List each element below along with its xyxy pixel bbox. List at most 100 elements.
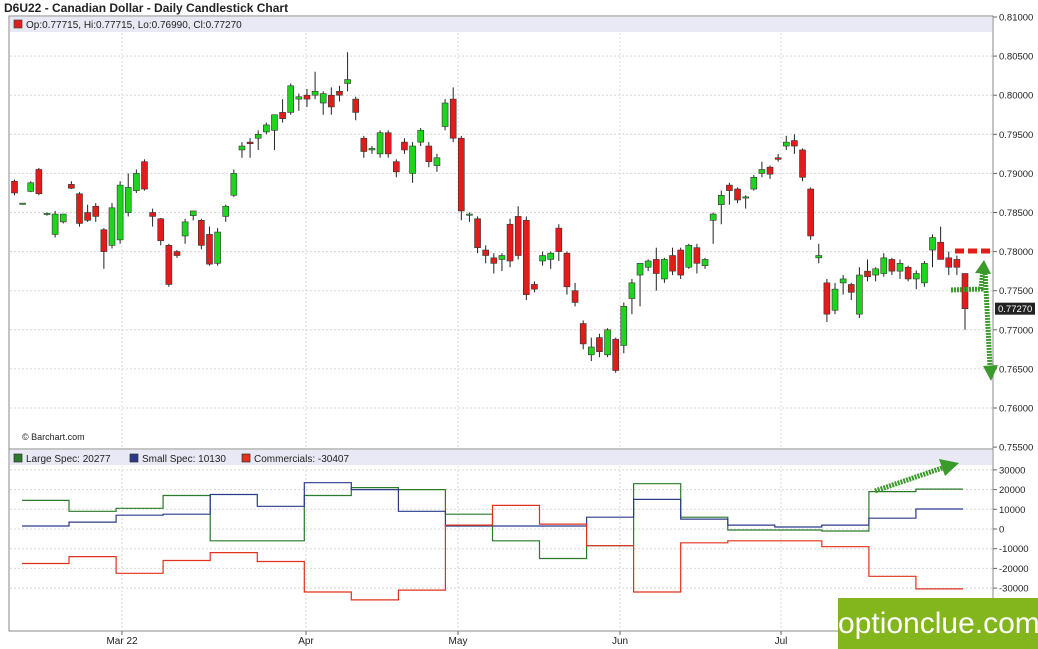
candle bbox=[344, 52, 351, 92]
candle bbox=[579, 320, 587, 350]
candle bbox=[449, 87, 457, 143]
candle bbox=[872, 267, 879, 282]
candle-body-up bbox=[59, 213, 67, 223]
candle-body-down bbox=[612, 338, 619, 371]
candle-body-up bbox=[661, 259, 668, 280]
candle bbox=[523, 216, 530, 301]
candle-body-down bbox=[165, 245, 173, 285]
candle-body-up bbox=[409, 145, 416, 174]
candle bbox=[401, 138, 408, 154]
down-arrow-head bbox=[983, 365, 998, 381]
candle bbox=[27, 181, 35, 193]
candle bbox=[425, 142, 433, 168]
price-tick-label: 0.77500 bbox=[999, 286, 1033, 297]
candle-body-down bbox=[904, 266, 912, 280]
cot-tick-label: -20000 bbox=[999, 564, 1029, 575]
price-tick-label: 0.76500 bbox=[999, 364, 1033, 375]
candle bbox=[35, 167, 43, 196]
ohlc-legend-swatch bbox=[13, 19, 23, 29]
candle-body-up bbox=[263, 124, 270, 133]
price-panel bbox=[8, 15, 994, 450]
candle bbox=[677, 247, 684, 279]
x-tick-label: Mar 22 bbox=[106, 636, 138, 647]
candle bbox=[937, 226, 944, 260]
candle-body-down bbox=[823, 282, 831, 315]
candle-body-up bbox=[214, 231, 221, 264]
candle-body-up bbox=[19, 202, 26, 205]
candle bbox=[539, 251, 546, 266]
legend-band bbox=[10, 17, 992, 32]
candle-body-down bbox=[693, 247, 701, 264]
up-arrow-annotation bbox=[950, 267, 986, 293]
candle bbox=[701, 257, 709, 269]
candle-body-up bbox=[254, 134, 262, 139]
cot-legend-band bbox=[10, 450, 992, 465]
cot-tick-label: -30000 bbox=[999, 584, 1029, 595]
ohlc-legend: Op:0.77715, Hi:0.77715, Lo:0.76990, Cl:0… bbox=[26, 20, 242, 31]
candle bbox=[604, 328, 611, 358]
candle-body-up bbox=[547, 252, 554, 260]
candle-body-down bbox=[68, 184, 75, 189]
candle-body-down bbox=[11, 180, 18, 194]
candle-body-up bbox=[539, 255, 546, 262]
candle bbox=[84, 204, 91, 222]
candle bbox=[831, 282, 839, 315]
candle bbox=[141, 159, 148, 191]
candle-body-down bbox=[84, 212, 91, 221]
candle bbox=[636, 263, 644, 307]
candle-body-up bbox=[717, 194, 725, 205]
candle bbox=[59, 213, 67, 224]
candle-body-down bbox=[807, 188, 814, 237]
candle-body-down bbox=[246, 141, 254, 144]
candle-body-up bbox=[831, 288, 839, 311]
candle bbox=[157, 217, 165, 246]
candle bbox=[263, 122, 270, 135]
legend-swatch-small-spec bbox=[129, 453, 139, 463]
cot-tick-label: 20000 bbox=[999, 485, 1025, 496]
candle bbox=[669, 247, 676, 276]
source-credit: © Barchart.com bbox=[22, 432, 85, 442]
candle bbox=[945, 251, 953, 276]
candle-body-up bbox=[133, 173, 140, 191]
cot-series-line-large-spec bbox=[22, 483, 963, 560]
candle bbox=[214, 228, 221, 266]
candle-body-down bbox=[514, 216, 522, 256]
candle bbox=[43, 212, 51, 216]
candle-body-down bbox=[198, 220, 205, 246]
candle-body-up bbox=[43, 212, 51, 215]
candle bbox=[847, 282, 855, 301]
candle bbox=[11, 179, 18, 196]
trend-arrow-annotation bbox=[874, 464, 946, 494]
candle bbox=[612, 337, 619, 373]
candle bbox=[839, 275, 847, 295]
candle bbox=[466, 212, 473, 222]
candle-body-up bbox=[839, 278, 847, 284]
candle bbox=[774, 153, 782, 162]
candle bbox=[815, 243, 823, 264]
candle-body-down bbox=[393, 161, 400, 173]
candle bbox=[791, 134, 798, 154]
candle-body-up bbox=[287, 85, 295, 113]
candle-body-down bbox=[734, 188, 741, 201]
candle bbox=[295, 93, 303, 111]
candle-body-up bbox=[636, 263, 644, 276]
candle-body-up bbox=[271, 114, 278, 131]
candle bbox=[547, 251, 554, 269]
candle-body-down bbox=[523, 220, 530, 295]
candle-body-up bbox=[856, 274, 863, 315]
candle bbox=[880, 253, 888, 277]
candle bbox=[206, 226, 213, 266]
candle bbox=[864, 259, 871, 282]
candle-body-up bbox=[912, 273, 920, 280]
candle bbox=[409, 142, 416, 183]
candle-body-down bbox=[596, 337, 603, 352]
watermark: optionclue.com bbox=[838, 598, 1038, 649]
candle bbox=[230, 169, 238, 197]
candle-body-up bbox=[417, 130, 424, 143]
candle-body-down bbox=[864, 270, 871, 277]
legend-small-spec: Small Spec: 10130 bbox=[142, 454, 226, 465]
candle bbox=[393, 159, 400, 178]
candle bbox=[709, 212, 717, 244]
candle bbox=[271, 114, 278, 150]
candle bbox=[376, 130, 384, 158]
